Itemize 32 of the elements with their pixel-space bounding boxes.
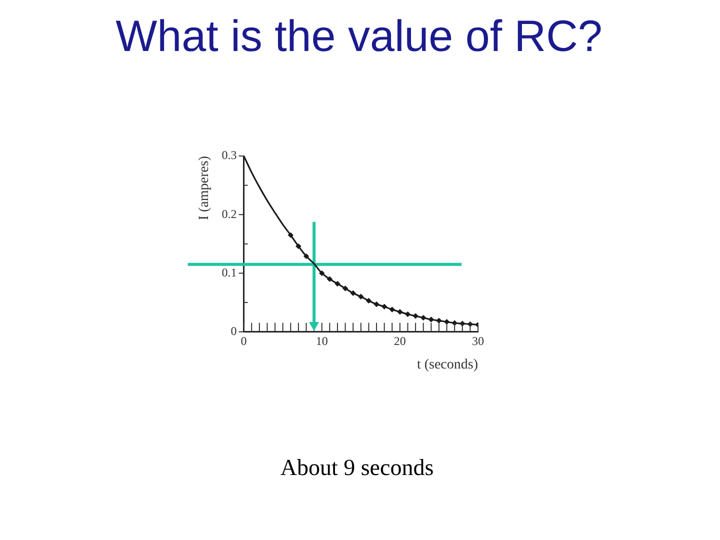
point [444,318,450,325]
text: About 9 seconds [280,454,434,480]
point [296,243,302,250]
x-tick-label: 30 [472,334,484,348]
point [342,286,348,292]
point [404,311,411,318]
point [326,276,333,282]
point [397,309,403,315]
x-tick-label: 20 [394,334,406,348]
point [358,294,364,300]
y-tick-label: 0.2 [222,206,237,221]
y-tick-label: 0 [230,324,237,338]
point [303,253,310,260]
point [374,301,380,308]
x-axis-title: t (seconds) [416,357,478,372]
point [420,314,426,321]
point [412,313,418,319]
point [319,270,325,276]
x-tick-label: 10 [316,334,328,348]
point [436,318,442,324]
point [389,306,395,312]
y-tick-label: 0.1 [222,265,237,280]
x-tick-label: 0 [240,334,247,348]
point [428,316,434,322]
point [350,290,356,296]
point [288,232,294,238]
point [334,280,340,287]
y-tick-label: 0.3 [222,148,237,162]
y-axis-title: I (amperes) [197,156,212,220]
point [381,304,388,310]
point [366,298,372,304]
chart-title: What is the value of RC? [114,12,604,62]
